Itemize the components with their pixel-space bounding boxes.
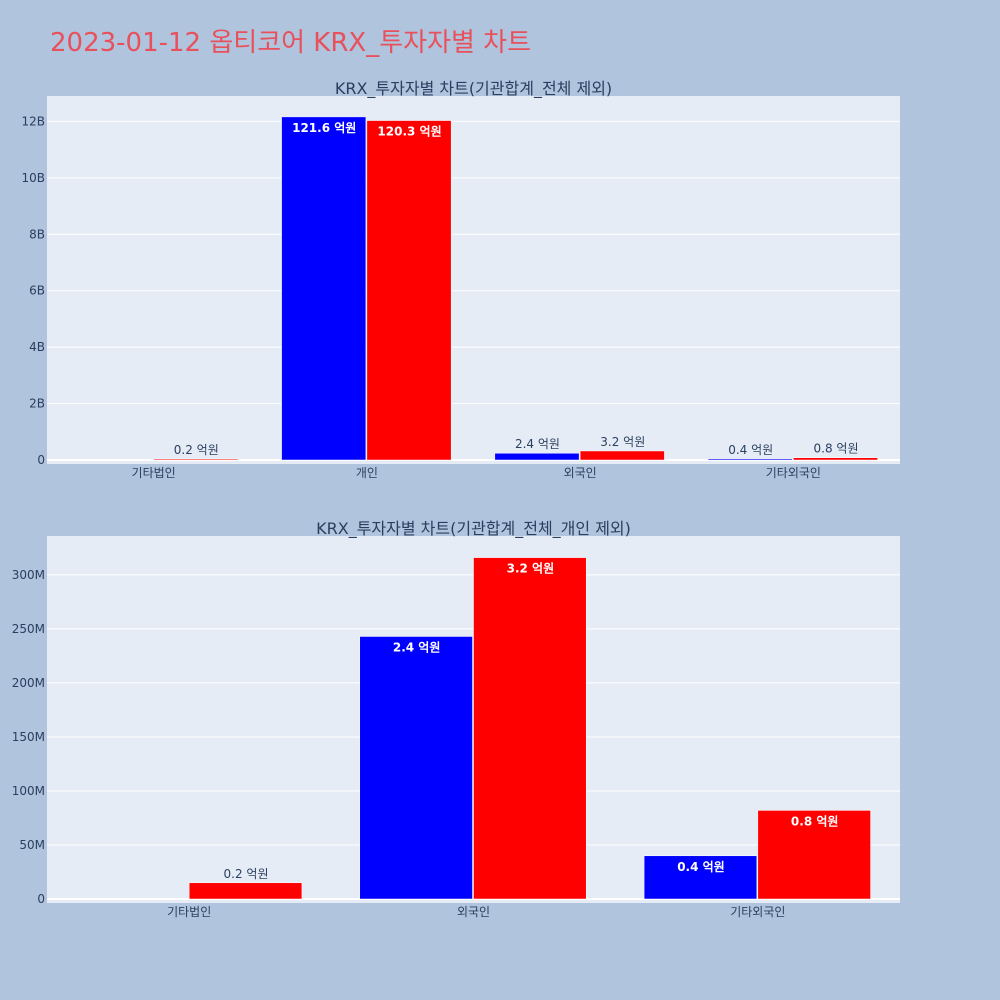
- bar-label: 0.8 억원: [814, 442, 859, 456]
- x-tick-label: 외국인: [457, 905, 490, 919]
- y-tick-label: 12B: [21, 114, 45, 128]
- bar: [366, 120, 452, 461]
- bar-label: 3.2 억원: [600, 435, 645, 449]
- y-tick-label: 4B: [29, 340, 45, 354]
- x-tick-label: 기타법인: [167, 905, 211, 919]
- bar: [793, 457, 878, 461]
- bar: [188, 882, 303, 900]
- bar-label: 0.2 억원: [224, 867, 269, 881]
- y-tick-label: 0: [37, 453, 45, 467]
- x-tick-label: 개인: [356, 466, 378, 480]
- bar-label: 120.3 억원: [377, 125, 441, 139]
- bar-label: 2.4 억원: [515, 437, 560, 451]
- bar-label: 121.6 억원: [292, 121, 356, 135]
- x-tick-label: 기타외국인: [730, 905, 785, 919]
- x-tick-label: 기타외국인: [766, 466, 821, 480]
- bar: [153, 458, 239, 461]
- y-tick-label: 50M: [19, 838, 45, 852]
- bar: [707, 458, 793, 461]
- y-tick-label: 8B: [29, 227, 45, 241]
- y-tick-label: 200M: [12, 676, 45, 690]
- bar-label: 0.4 억원: [728, 443, 773, 457]
- y-tick-label: 0: [37, 892, 45, 906]
- bar: [757, 810, 871, 900]
- x-tick-label: 기타법인: [132, 466, 176, 480]
- y-tick-label: 100M: [12, 784, 45, 798]
- chart-2: 0 50M 100M 150M 200M 250M 300M KRX_투자자별 차트(기관합계…: [12, 519, 900, 919]
- bar: [359, 636, 473, 900]
- bar-label: 0.4 억원: [677, 860, 725, 874]
- bar-label: 0.8 억원: [791, 814, 839, 828]
- bar: [579, 450, 665, 461]
- bar: [494, 452, 580, 461]
- y-tick-label: 6B: [29, 284, 45, 298]
- bar: [473, 557, 587, 900]
- bar-label: 3.2 억원: [507, 562, 555, 576]
- y-tick-label: 250M: [12, 622, 45, 636]
- chart-title: KRX_투자자별 차트(기관합계_전체 제외): [335, 79, 612, 99]
- bar-label: 0.2 억원: [174, 443, 219, 457]
- y-tick-label: 2B: [29, 397, 45, 411]
- x-tick-label: 외국인: [564, 466, 597, 480]
- plot-area: [47, 96, 900, 464]
- bar: [643, 855, 758, 900]
- y-tick-label: 150M: [12, 730, 45, 744]
- bar-label: 2.4 억원: [393, 640, 441, 654]
- page-title: 2023-01-12 옵티코어 KRX_투자자별 차트: [50, 28, 532, 58]
- chart-title: KRX_투자자별 차트(기관합계_전체_개인 제외): [316, 519, 631, 539]
- bar: [281, 116, 367, 461]
- chart-1: 0 2B 4B 6B 8B 10B 12B KRX_투자자별 차트(기관합계_전체 제외) 기타…: [21, 79, 900, 480]
- y-tick-label: 10B: [21, 171, 45, 185]
- y-tick-label: 300M: [12, 568, 45, 582]
